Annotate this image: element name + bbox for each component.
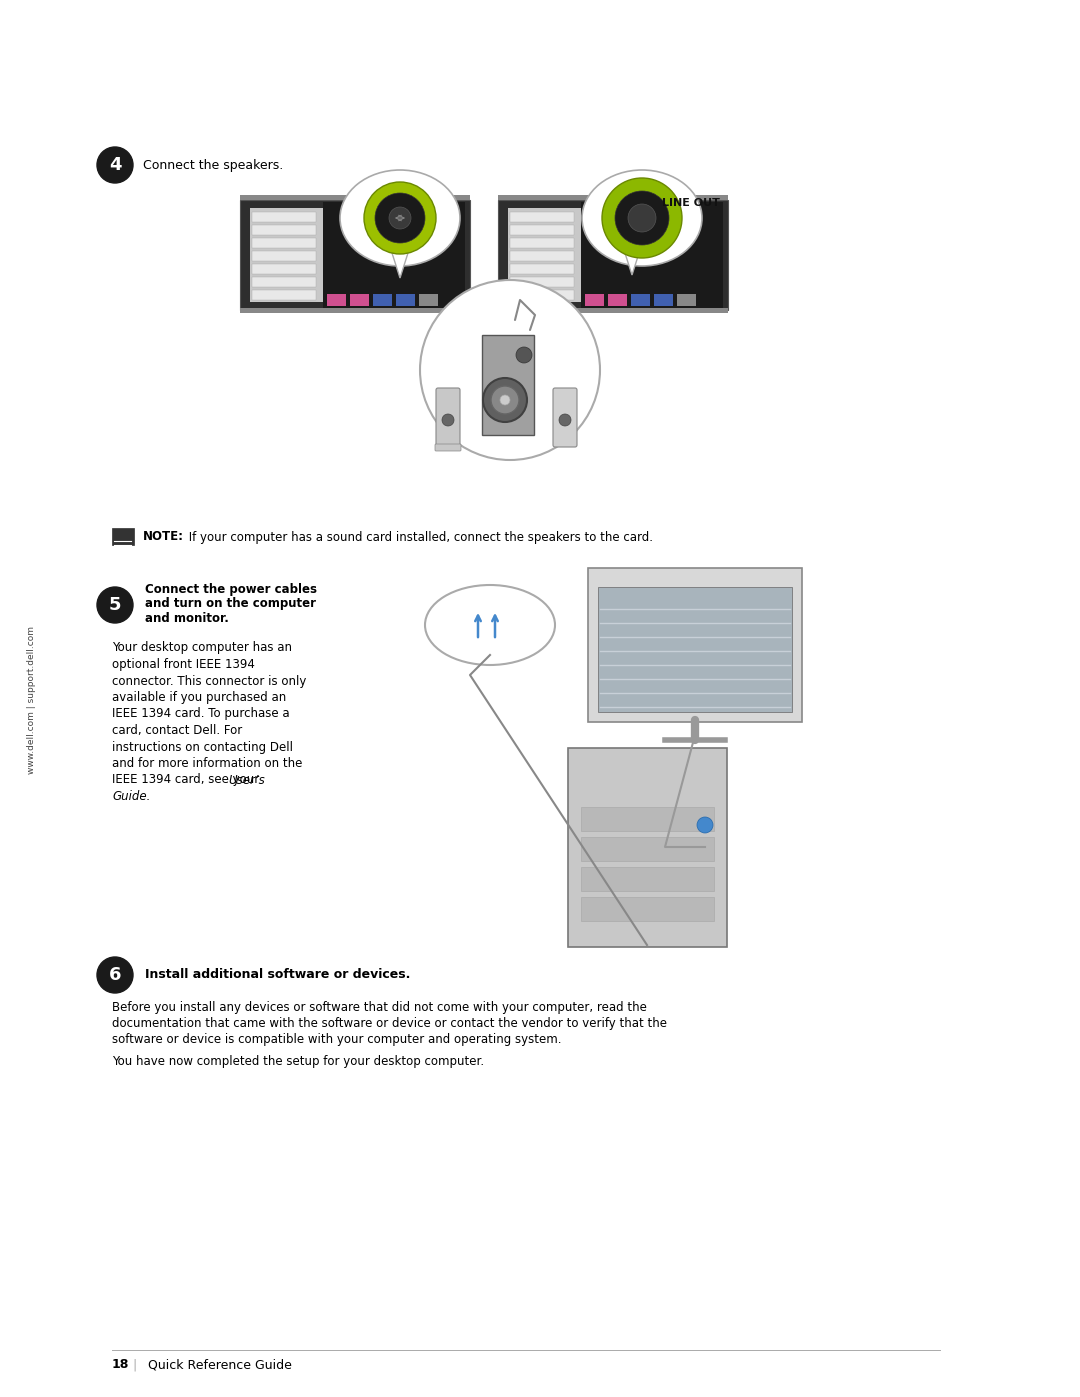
Bar xyxy=(112,528,134,545)
Text: 6: 6 xyxy=(109,965,121,983)
Polygon shape xyxy=(624,250,640,275)
Text: card, contact Dell. For: card, contact Dell. For xyxy=(112,724,242,738)
Text: Guide.: Guide. xyxy=(112,789,150,803)
Bar xyxy=(252,291,316,300)
Text: 4: 4 xyxy=(109,156,121,175)
Text: and monitor.: and monitor. xyxy=(145,612,229,624)
Ellipse shape xyxy=(582,170,702,265)
Bar xyxy=(249,208,324,302)
Text: www.dell.com | support.dell.com: www.dell.com | support.dell.com xyxy=(27,626,37,774)
Bar xyxy=(498,200,728,310)
Bar xyxy=(240,307,470,313)
Bar xyxy=(510,277,575,286)
Bar xyxy=(510,251,575,261)
Text: Your desktop computer has an: Your desktop computer has an xyxy=(112,641,292,655)
Bar xyxy=(654,293,673,306)
Text: 18: 18 xyxy=(112,1358,130,1372)
Bar xyxy=(252,264,316,274)
Circle shape xyxy=(500,395,510,405)
Bar xyxy=(608,293,626,306)
Bar xyxy=(252,225,316,235)
Polygon shape xyxy=(392,253,408,278)
Text: instructions on contacting Dell: instructions on contacting Dell xyxy=(112,740,293,753)
Text: Install additional software or devices.: Install additional software or devices. xyxy=(145,968,410,982)
Text: available if you purchased an: available if you purchased an xyxy=(112,692,286,704)
Text: and for more information on the: and for more information on the xyxy=(112,757,302,770)
Ellipse shape xyxy=(426,585,555,665)
Bar xyxy=(252,212,316,222)
Text: Before you install any devices or software that did not come with your computer,: Before you install any devices or softwa… xyxy=(112,1002,647,1014)
Circle shape xyxy=(364,182,436,254)
Circle shape xyxy=(483,379,527,422)
Bar xyxy=(323,203,465,307)
Circle shape xyxy=(602,177,681,258)
Bar xyxy=(327,293,346,306)
Ellipse shape xyxy=(340,170,460,265)
FancyBboxPatch shape xyxy=(435,444,461,451)
FancyBboxPatch shape xyxy=(581,807,714,831)
FancyBboxPatch shape xyxy=(553,388,577,447)
Text: Quick Reference Guide: Quick Reference Guide xyxy=(148,1358,292,1372)
Bar xyxy=(252,277,316,286)
Circle shape xyxy=(97,957,133,993)
Circle shape xyxy=(442,414,454,426)
Text: If your computer has a sound card installed, connect the speakers to the card.: If your computer has a sound card instal… xyxy=(185,531,653,543)
Circle shape xyxy=(375,193,426,243)
Bar xyxy=(581,203,724,307)
Text: documentation that came with the software or device or contact the vendor to ver: documentation that came with the softwar… xyxy=(112,1017,667,1031)
Text: Connect the power cables: Connect the power cables xyxy=(145,584,318,597)
FancyBboxPatch shape xyxy=(588,569,802,722)
Circle shape xyxy=(516,346,532,363)
Text: software or device is compatible with your computer and operating system.: software or device is compatible with yo… xyxy=(112,1034,562,1046)
FancyBboxPatch shape xyxy=(581,868,714,891)
Circle shape xyxy=(97,147,133,183)
Text: and turn on the computer: and turn on the computer xyxy=(145,598,316,610)
Bar xyxy=(482,335,534,434)
Circle shape xyxy=(559,414,571,426)
Circle shape xyxy=(697,817,713,833)
Bar xyxy=(510,291,575,300)
Bar xyxy=(498,196,728,200)
Bar xyxy=(510,212,575,222)
Text: NOTE:: NOTE: xyxy=(143,531,184,543)
Circle shape xyxy=(97,587,133,623)
Bar xyxy=(374,293,392,306)
Text: Connect the speakers.: Connect the speakers. xyxy=(143,158,283,172)
Bar xyxy=(632,293,650,306)
Bar xyxy=(350,293,368,306)
Bar xyxy=(498,307,728,313)
Bar xyxy=(510,264,575,274)
Text: optional front IEEE 1394: optional front IEEE 1394 xyxy=(112,658,255,671)
Circle shape xyxy=(627,204,656,232)
Bar xyxy=(510,225,575,235)
Circle shape xyxy=(615,191,669,244)
Text: LINE OUT: LINE OUT xyxy=(662,198,720,208)
Bar xyxy=(240,200,470,310)
Bar xyxy=(510,237,575,249)
Bar xyxy=(240,196,470,200)
Bar xyxy=(677,293,696,306)
FancyBboxPatch shape xyxy=(581,837,714,861)
Text: User’s: User’s xyxy=(228,774,265,787)
Bar xyxy=(396,293,415,306)
FancyBboxPatch shape xyxy=(436,388,460,447)
Bar xyxy=(252,251,316,261)
Circle shape xyxy=(420,279,600,460)
Bar xyxy=(419,293,437,306)
Bar xyxy=(598,587,792,712)
Text: 5: 5 xyxy=(109,597,121,615)
Circle shape xyxy=(491,386,519,414)
Bar xyxy=(508,208,582,302)
Text: connector. This connector is only: connector. This connector is only xyxy=(112,675,307,687)
Bar xyxy=(252,237,316,249)
Text: You have now completed the setup for your desktop computer.: You have now completed the setup for you… xyxy=(112,1056,484,1069)
FancyBboxPatch shape xyxy=(581,897,714,921)
Bar xyxy=(585,293,604,306)
Text: IEEE 1394 card. To purchase a: IEEE 1394 card. To purchase a xyxy=(112,707,289,721)
Text: |: | xyxy=(132,1358,136,1372)
Circle shape xyxy=(389,207,411,229)
Text: IEEE 1394 card, see your: IEEE 1394 card, see your xyxy=(112,774,264,787)
FancyBboxPatch shape xyxy=(568,747,727,947)
